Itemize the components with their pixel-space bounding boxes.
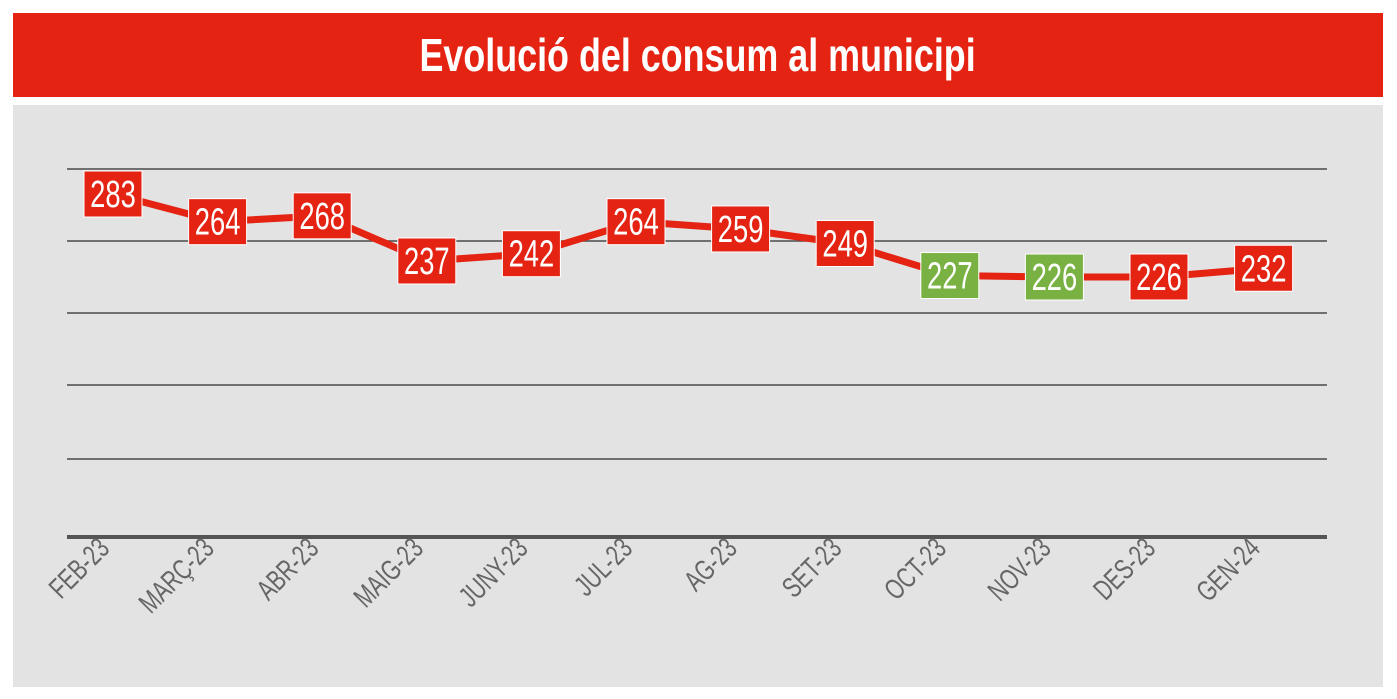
data-point-box-abr-23 (292, 192, 352, 240)
x-tick-label-jul-23: JUL-23 (569, 532, 639, 602)
data-label-des-23: 226 (1136, 257, 1182, 299)
x-tick-label-nov-23: NOV-23 (982, 532, 1057, 607)
data-point-box-feb-23 (83, 170, 143, 218)
data-point-box-oct-23 (920, 252, 980, 300)
x-tick-label-abr-23: ABR-23 (251, 532, 325, 606)
data-point-box-gen-24 (1234, 244, 1294, 292)
series-line (112, 190, 1264, 281)
data-point-box-maig-23 (397, 237, 457, 285)
x-tick-label-ag-23: AG-23 (678, 532, 743, 597)
data-label-abr-23: 268 (299, 196, 345, 238)
data-label-nov-23: 226 (1032, 257, 1078, 299)
data-label-oct-23: 227 (927, 255, 973, 297)
data-point-box-nov-23 (1024, 253, 1084, 301)
data-point-box-set-23 (815, 220, 875, 268)
data-label-març-23: 264 (195, 201, 241, 243)
x-tick-label-set-23: SET-23 (776, 532, 848, 604)
data-point-box-des-23 (1129, 253, 1189, 301)
chart-title-bar: Evolució del consum al municipi (13, 13, 1383, 97)
chart-title: Evolució del consum al municipi (419, 29, 977, 81)
data-label-ag-23: 259 (718, 209, 764, 251)
x-tick-label-gen-24: GEN-24 (1190, 532, 1266, 608)
data-point-box-juny-23 (501, 230, 561, 278)
data-label-jul-23: 264 (613, 201, 659, 243)
data-point-box-jul-23 (606, 198, 666, 246)
x-tick-label-des-23: DES-23 (1087, 532, 1161, 606)
data-point-box-ag-23 (711, 205, 771, 253)
x-tick-label-feb-23: FEB-23 (43, 532, 116, 605)
data-label-gen-24: 232 (1241, 248, 1287, 290)
data-label-feb-23: 283 (90, 174, 136, 216)
data-label-maig-23: 237 (404, 241, 450, 283)
data-label-set-23: 249 (822, 223, 868, 265)
x-tick-label-juny-23: JUNY-23 (453, 532, 534, 613)
x-tick-label-maig-23: MAIG-23 (348, 532, 430, 614)
data-label-juny-23: 242 (509, 233, 555, 275)
data-point-box-març-23 (188, 198, 248, 246)
x-tick-label-març-23: MARÇ-23 (133, 532, 220, 619)
x-tick-label-oct-23: OCT-23 (878, 532, 952, 606)
